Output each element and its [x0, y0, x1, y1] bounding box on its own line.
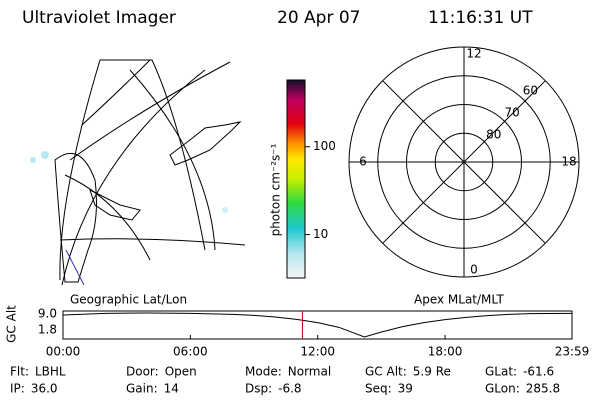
timeline-xtick-label: 12:00: [300, 345, 335, 359]
info-label: Mode:: [245, 365, 282, 379]
timeline-xtick-label: 00:00: [46, 345, 81, 359]
info-value: 14: [164, 382, 179, 396]
time: 11:16:31 UT: [428, 8, 533, 28]
info-value: 39: [398, 382, 413, 396]
title: Ultraviolet Imager: [22, 8, 176, 28]
info-value: -61.6: [523, 365, 554, 379]
info-label: Flt:: [10, 365, 29, 379]
colorbar: [286, 79, 306, 279]
mlat-label: 80: [486, 128, 501, 142]
altitude-line: [62, 312, 573, 338]
colorbar-tick-label: 100: [313, 139, 336, 153]
mlat-ring: [434, 132, 494, 192]
info-value: 36.0: [31, 382, 58, 396]
info-value: Normal: [288, 365, 331, 379]
geographic-map: [30, 59, 246, 286]
info-label: Gain:: [126, 382, 158, 396]
mlat-label: 70: [504, 106, 519, 120]
info-value: 285.8: [526, 382, 560, 396]
mlt-label: 12: [466, 47, 481, 61]
info-label: IP:: [10, 382, 25, 396]
timeline-ytick-label: 1.8: [38, 323, 57, 337]
timeline-xtick-label: 18:00: [428, 345, 463, 359]
mlt-label: 0: [470, 263, 478, 277]
date: 20 Apr 07: [277, 8, 360, 28]
info-label: GC Alt:: [365, 365, 407, 379]
timeline-xtick-label: 23:59: [555, 345, 590, 359]
polar-caption: Apex MLat/MLT: [414, 293, 504, 307]
geographic-caption: Geographic Lat/Lon: [70, 293, 187, 307]
mlat-ring: [377, 75, 551, 249]
mlat-label: 60: [523, 83, 538, 97]
info-label: GLat:: [485, 365, 517, 379]
info-label: GLon:: [485, 382, 520, 396]
polar-spoke: [382, 80, 546, 244]
info-value: Open: [165, 365, 197, 379]
info-label: Dsp:: [245, 382, 272, 396]
colorbar-tick-label: 10: [313, 227, 328, 241]
mlat-ring: [406, 104, 522, 220]
info-value: LBHL: [35, 365, 66, 379]
mlt-label: 18: [561, 155, 576, 169]
info-label: Door:: [126, 365, 159, 379]
info-label: Seq:: [365, 382, 392, 396]
timeline-ytick-label: 9.0: [38, 307, 57, 321]
info-value: -6.8: [278, 382, 301, 396]
info-value: 5.9 Re: [413, 365, 451, 379]
colorbar-label: photon cm⁻²s⁻¹: [269, 143, 283, 236]
mlt-label: 6: [359, 155, 367, 169]
timeline-xtick-label: 06:00: [173, 345, 208, 359]
timeline-ylabel: GC Alt: [5, 305, 19, 343]
